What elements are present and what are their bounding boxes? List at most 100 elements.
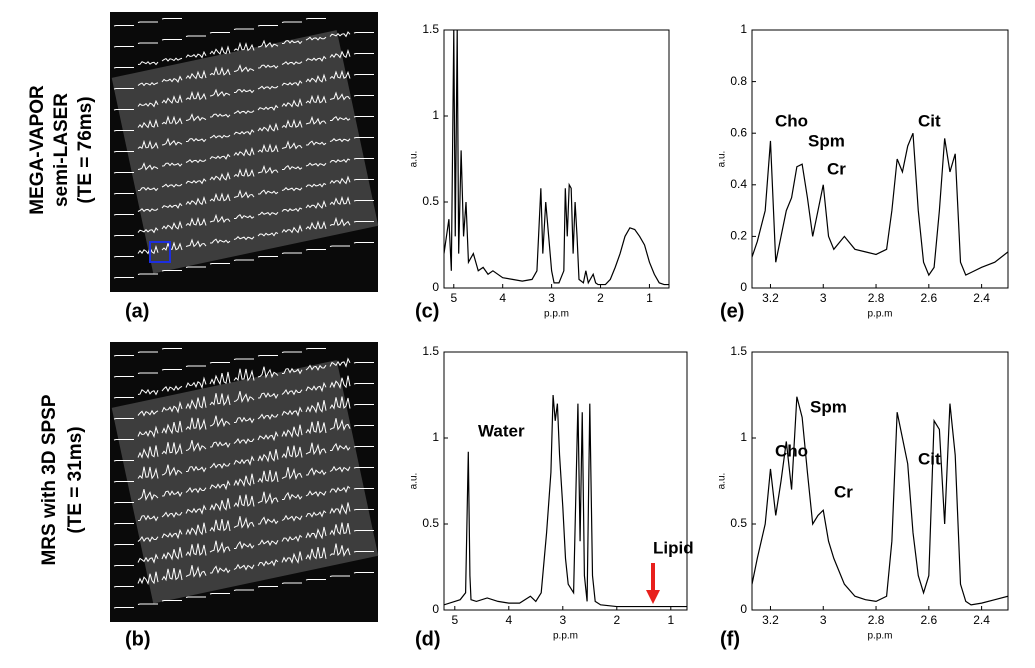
- spectrum-trace: [185, 417, 207, 431]
- spectrum-trace: [209, 32, 230, 34]
- spectrum-trace: [305, 55, 327, 62]
- spectrum-trace: [305, 526, 327, 540]
- spectrum-trace: [329, 502, 351, 515]
- spectrum-trace: [234, 213, 255, 220]
- spectrum-trace: [257, 39, 279, 48]
- spectrum-trace: [329, 375, 351, 390]
- spectrum-trace: [233, 88, 255, 94]
- spectrum-trace: [137, 425, 159, 439]
- spectrum-trace: [305, 579, 326, 581]
- spectrum-trace: [282, 164, 303, 171]
- annotation: Spm: [808, 131, 845, 150]
- spectrum-trace: [161, 385, 183, 393]
- spectrum-trace: [281, 367, 303, 375]
- spectrum-trace: [353, 158, 374, 160]
- spectrum-trace: [209, 171, 231, 181]
- spectrum-trace: [306, 140, 327, 146]
- spectrum-trace: [209, 441, 231, 449]
- spectrum-trace: [113, 130, 134, 132]
- spectrum-trace: [329, 442, 351, 452]
- y-tick-label: 0.5: [730, 516, 747, 530]
- spectrum-trace: [113, 46, 134, 48]
- spectrum-trace: [353, 530, 374, 532]
- spectrum-trace: [257, 122, 279, 132]
- row-label: (TE = 76ms): [75, 96, 96, 203]
- x-tick-label: 5: [451, 613, 458, 627]
- row-label: (TE = 31ms): [65, 426, 86, 533]
- y-tick-label: 1: [432, 430, 439, 444]
- spectrum-trace: [281, 445, 303, 459]
- spectrum-trace: [281, 187, 303, 192]
- spectrum-line: [752, 396, 1008, 606]
- spectrum-trace: [233, 368, 255, 382]
- spectrum-trace: [233, 416, 255, 424]
- spectrum-trace: [329, 245, 350, 247]
- spectrum-trace: [161, 94, 183, 104]
- spectrum-trace: [113, 256, 134, 258]
- spectrum-trace: [137, 445, 159, 459]
- spectrum-trace: [281, 61, 303, 66]
- spectrum-trace: [329, 138, 351, 143]
- spectrum-trace: [161, 420, 183, 435]
- spectrum-trace: [233, 473, 255, 488]
- x-tick-label: 3.2: [762, 291, 779, 305]
- annotation: Water: [478, 421, 525, 440]
- spectrum-trace: [329, 91, 351, 101]
- plot-area: [444, 394, 687, 608]
- spectrum-trace: [209, 518, 231, 533]
- spectrum-trace: [137, 162, 159, 171]
- spectrum-trace: [137, 227, 159, 234]
- spectrum-trace: [281, 39, 303, 45]
- spectrum-trace: [210, 238, 231, 244]
- spectrum-trace: [137, 571, 159, 586]
- spectrum-trace: [257, 85, 279, 90]
- spectrum-trace: [113, 607, 134, 609]
- y-tick-label: 0: [740, 280, 747, 294]
- spectrum-trace: [209, 479, 231, 491]
- spectrum-trace: [281, 388, 303, 396]
- spectrum-trace: [113, 109, 134, 111]
- spectrum-trace: [161, 547, 183, 561]
- spectrum-trace: [209, 371, 231, 386]
- spectrum-trace: [161, 115, 183, 125]
- spectrum-trace: [137, 42, 158, 44]
- spectrum-trace: [113, 172, 134, 174]
- spectrum-trace: [329, 543, 351, 558]
- spectrum-trace: [161, 75, 183, 83]
- spectrum-trace: [185, 440, 207, 452]
- spectrum-trace: [281, 97, 303, 108]
- y-tick-label: 0.6: [730, 125, 747, 139]
- spectrum-trace: [257, 104, 279, 111]
- spectrum-trace: [113, 397, 134, 399]
- spectrum-trace: [281, 424, 303, 439]
- spectrum-trace: [161, 183, 183, 188]
- y-tick-label: 0.5: [422, 516, 439, 530]
- spectrum-trace: [137, 372, 158, 374]
- row-label: MRS with 3D SPSP: [39, 394, 60, 565]
- spectrum-trace: [161, 369, 182, 371]
- spectrum-trace: [113, 523, 134, 525]
- panel-label: (e): [720, 300, 744, 322]
- spectrum-trace: [137, 186, 159, 192]
- spectrum-trace: [137, 466, 159, 480]
- spectrum-trace: [233, 455, 255, 466]
- spectrum-trace: [281, 406, 303, 417]
- x-tick-label: 3: [820, 613, 827, 627]
- spectrum-trace: [281, 351, 302, 353]
- x-tick-label: 3: [548, 291, 555, 305]
- spectrum-trace: [113, 277, 134, 279]
- spectrum-trace: [113, 25, 134, 27]
- annotation: Cit: [918, 449, 941, 468]
- spectrum-trace: [113, 214, 134, 216]
- spectrum-trace: [329, 396, 351, 410]
- spectrum-trace: [257, 164, 279, 174]
- spectrum-trace: [353, 242, 374, 244]
- spectrum-trace: [233, 236, 255, 241]
- spectrum-trace: [161, 528, 183, 540]
- spectrum-trace: [209, 213, 231, 223]
- spectrum-trace: [330, 115, 351, 122]
- spectrum-trace: [233, 589, 254, 591]
- spectrum-trace: [185, 376, 207, 390]
- x-axis-label: p.p.m: [867, 631, 892, 642]
- spectrum-trace: [305, 200, 327, 209]
